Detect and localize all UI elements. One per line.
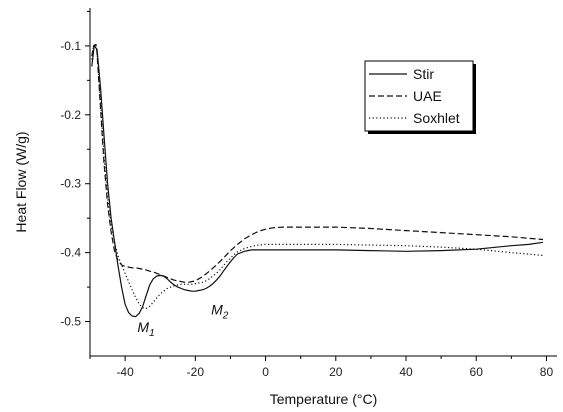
legend-label-uae: UAE: [413, 88, 442, 104]
legend-label-stir: Stir: [413, 66, 434, 82]
y-tick-label: -0.3: [60, 177, 81, 191]
y-tick-label: -0.4: [60, 246, 81, 260]
annotation-m2: M2: [211, 302, 229, 322]
y-tick-label: -0.5: [60, 315, 81, 329]
y-tick-label: -0.2: [60, 108, 81, 122]
annotation-m1: M1: [137, 319, 154, 339]
legend-label-soxhlet: Soxhlet: [413, 110, 460, 126]
x-tick-label: 0: [262, 365, 269, 379]
annotation-layer: M1 M2: [137, 302, 228, 339]
x-tick-label: 60: [470, 365, 484, 379]
x-tick-label: 40: [399, 365, 413, 379]
legend: Stir UAE Soxhlet: [364, 60, 476, 134]
x-tick-label: -40: [116, 365, 134, 379]
x-tick-label: 20: [329, 365, 343, 379]
x-axis-label: Temperature (°C): [270, 391, 378, 407]
y-axis-label: Heat Flow (W/g): [13, 131, 29, 232]
y-tick-label: -0.1: [60, 39, 81, 53]
series-line-stir: [91, 45, 544, 318]
series-line-soxhlet: [91, 43, 544, 310]
x-tick-label: 80: [540, 365, 554, 379]
series-layer: [91, 43, 544, 318]
plot-axes: -40 -20 0 20 40 60 80 -0.5 -0.4 -0.3 -0.2 -0.1: [60, 8, 557, 379]
x-tick-label: -20: [187, 365, 205, 379]
series-line-uae: [91, 43, 544, 283]
